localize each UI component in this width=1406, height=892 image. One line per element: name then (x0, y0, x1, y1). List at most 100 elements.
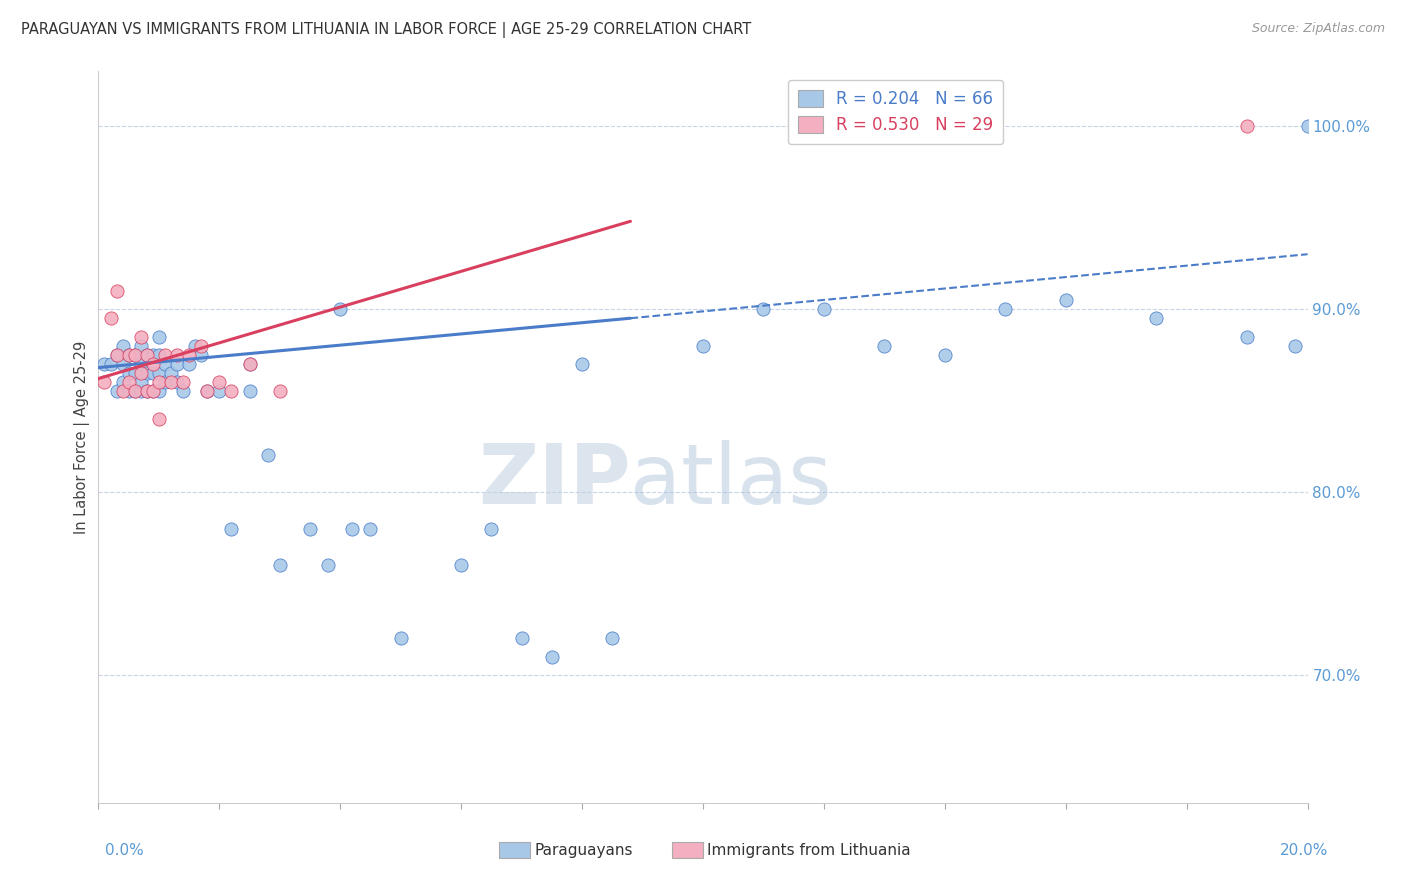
Y-axis label: In Labor Force | Age 25-29: In Labor Force | Age 25-29 (75, 341, 90, 533)
Point (129, 366, 152, 380)
Point (111, 357, 134, 371)
Point (329, 301, 352, 316)
Point (160, 366, 183, 380)
Point (179, 357, 201, 371)
Point (148, 384, 170, 399)
Point (142, 357, 165, 371)
Point (105, 348, 128, 362)
Point (118, 348, 141, 362)
Point (100, 357, 122, 371)
Point (129, 329, 152, 343)
Point (450, 558, 472, 573)
Point (540, 649, 562, 664)
Point (190, 338, 212, 352)
Point (166, 357, 188, 371)
Point (111, 375, 134, 389)
Text: 20.0%: 20.0% (1281, 843, 1329, 858)
Point (135, 366, 157, 380)
Point (105, 384, 128, 399)
Point (172, 384, 194, 399)
Point (1296, 119, 1319, 133)
Point (160, 375, 183, 389)
Point (142, 384, 165, 399)
Point (135, 384, 157, 399)
Point (124, 384, 146, 399)
Point (100, 311, 122, 326)
Point (571, 357, 593, 371)
Point (239, 357, 262, 371)
Point (184, 338, 207, 352)
Point (221, 521, 243, 535)
Point (129, 357, 152, 371)
Point (111, 384, 134, 399)
Point (148, 329, 170, 343)
Point (360, 521, 382, 535)
Point (1054, 293, 1077, 307)
Point (166, 348, 188, 362)
Point (190, 348, 212, 362)
Point (142, 366, 165, 380)
Point (752, 301, 775, 316)
Point (239, 384, 262, 399)
Point (256, 448, 278, 462)
Point (105, 348, 128, 362)
Point (129, 384, 152, 399)
Text: Immigrants from Lithuania: Immigrants from Lithuania (707, 843, 911, 857)
Point (692, 338, 714, 352)
Text: Paraguayans: Paraguayans (534, 843, 633, 857)
Point (124, 384, 146, 399)
Point (142, 348, 165, 362)
Point (148, 348, 170, 362)
Point (148, 366, 170, 380)
Point (93, 375, 115, 389)
Point (208, 384, 231, 399)
Point (129, 338, 152, 352)
Point (1284, 338, 1306, 352)
Point (195, 384, 218, 399)
Point (1236, 329, 1258, 343)
Point (172, 375, 194, 389)
Text: ZIP: ZIP (478, 441, 630, 522)
Point (208, 375, 231, 389)
Text: 0.0%: 0.0% (105, 843, 145, 858)
Point (111, 338, 134, 352)
Point (105, 284, 128, 298)
Point (153, 348, 176, 362)
Point (93, 357, 115, 371)
Point (602, 631, 624, 645)
Point (994, 301, 1017, 316)
Point (934, 348, 956, 362)
Point (118, 366, 141, 380)
Point (153, 357, 176, 371)
Point (1236, 119, 1258, 133)
Point (166, 375, 188, 389)
Point (153, 375, 176, 389)
Point (316, 558, 339, 573)
Point (269, 558, 291, 573)
Point (118, 375, 141, 389)
Text: Source: ZipAtlas.com: Source: ZipAtlas.com (1251, 22, 1385, 36)
Point (342, 521, 364, 535)
Point (239, 357, 262, 371)
Point (135, 348, 157, 362)
Point (135, 384, 157, 399)
Point (129, 375, 152, 389)
Point (142, 384, 165, 399)
Point (195, 384, 218, 399)
Point (179, 348, 201, 362)
Point (299, 521, 322, 535)
Point (1144, 311, 1167, 326)
Point (148, 411, 170, 425)
Legend: R = 0.204   N = 66, R = 0.530   N = 29: R = 0.204 N = 66, R = 0.530 N = 29 (787, 79, 1002, 145)
Point (269, 384, 291, 399)
Point (118, 384, 141, 399)
Point (118, 348, 141, 362)
Point (813, 301, 835, 316)
Point (873, 338, 896, 352)
Point (148, 375, 170, 389)
Point (124, 348, 146, 362)
Point (510, 631, 533, 645)
Text: atlas: atlas (630, 441, 832, 522)
Text: PARAGUAYAN VS IMMIGRANTS FROM LITHUANIA IN LABOR FORCE | AGE 25-29 CORRELATION C: PARAGUAYAN VS IMMIGRANTS FROM LITHUANIA … (21, 22, 751, 38)
Point (135, 348, 157, 362)
